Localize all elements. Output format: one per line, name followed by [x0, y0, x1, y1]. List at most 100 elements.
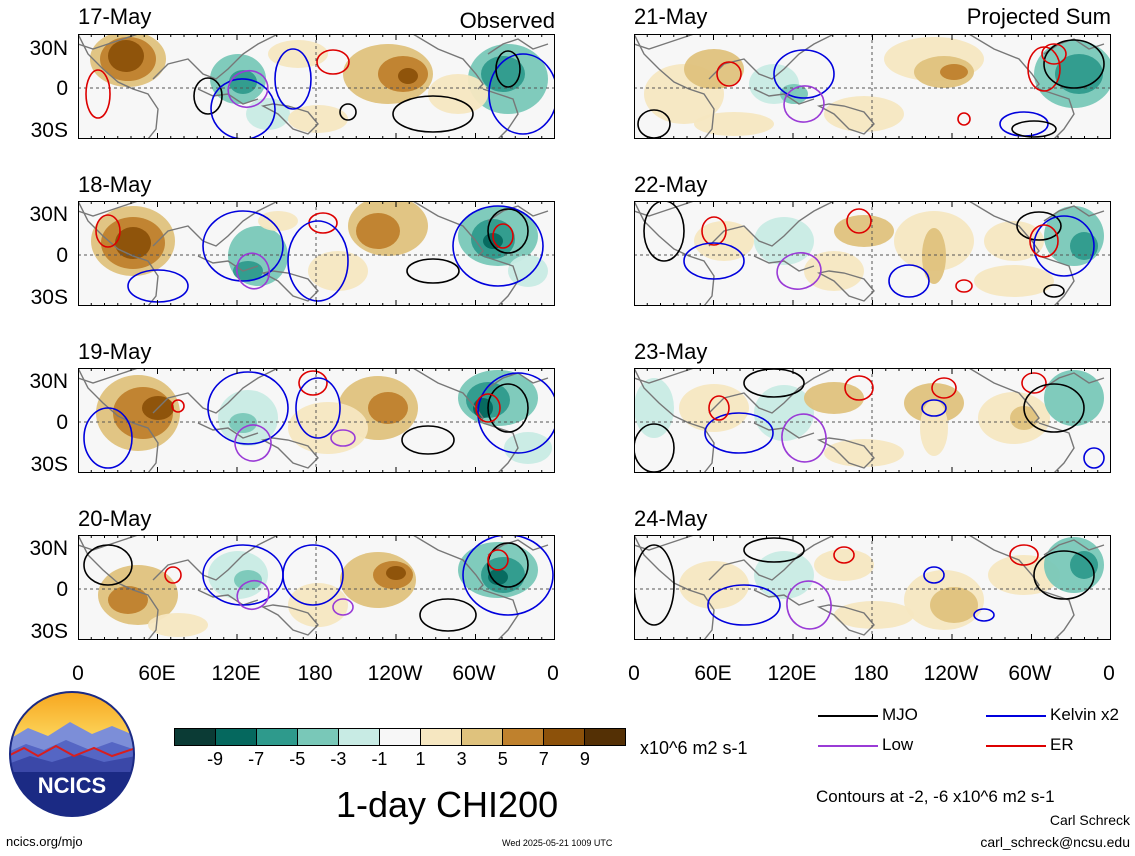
wave-contour — [401, 425, 455, 455]
legend-label-mjo: MJO — [882, 705, 918, 724]
anomaly-shading — [229, 413, 257, 433]
anomaly-shading — [834, 601, 914, 629]
coastline — [78, 201, 139, 217]
wave-contour — [716, 61, 742, 87]
anomaly-shading — [308, 251, 368, 291]
anomaly-shading — [679, 561, 749, 609]
wave-contour — [1016, 211, 1062, 241]
lat-label: 0 — [56, 244, 68, 267]
colorbar-tick-label: -9 — [207, 749, 224, 769]
anomaly-shading — [984, 221, 1044, 261]
wave-contour — [419, 598, 477, 632]
wave-contour — [921, 399, 947, 417]
anomaly-shading — [233, 261, 263, 281]
day-label: 22-May — [634, 172, 708, 197]
coastline — [708, 535, 835, 581]
coastline — [968, 34, 1040, 90]
coastline — [634, 201, 715, 306]
anomaly-shading — [488, 569, 508, 585]
wave-contour — [227, 69, 269, 109]
wave-contour — [923, 566, 945, 584]
lon-label: 0 — [72, 662, 84, 685]
coastline — [197, 255, 259, 272]
source-url: ncics.org/mjo — [6, 834, 83, 849]
wave-contour — [701, 216, 727, 246]
colorbar-swatch — [420, 729, 461, 745]
coastline — [78, 368, 159, 473]
observed-header: Observed — [459, 8, 555, 33]
anomaly-shading — [108, 586, 148, 614]
wave-contour — [332, 598, 354, 616]
wave-contour — [287, 220, 349, 302]
lon-label: 120E — [211, 662, 261, 685]
coastline — [634, 535, 715, 640]
day-label: 21-May — [634, 4, 708, 29]
anomaly-shading — [824, 439, 904, 467]
wave-contour — [1043, 284, 1065, 298]
anomaly-shading — [288, 105, 348, 133]
colorbar-swatch — [297, 729, 338, 745]
coastline — [78, 34, 139, 50]
coastline — [1038, 422, 1075, 473]
wave-contour — [83, 544, 133, 586]
legend-swatch-er — [986, 745, 1046, 747]
colorbar-swatch — [338, 729, 379, 745]
wave-contour — [488, 53, 555, 135]
anomaly-shading — [754, 551, 814, 599]
colorbar-swatch — [584, 729, 625, 745]
anomaly-shading — [268, 40, 328, 68]
colorbar-swatch — [461, 729, 502, 745]
lat-label: 30S — [30, 620, 68, 643]
coastline — [197, 589, 259, 606]
anomaly-shading — [234, 570, 262, 590]
wave-contour — [339, 103, 357, 121]
lon-label: 0 — [547, 662, 559, 685]
wave-contour — [462, 535, 554, 616]
map-panel-18-may — [78, 201, 555, 306]
lat-label: 30N — [29, 537, 68, 560]
coastline — [197, 422, 259, 439]
coastline — [753, 88, 815, 105]
map-panel-24-may — [634, 535, 1111, 640]
colorbar-swatch — [379, 729, 420, 745]
coastline — [152, 535, 279, 581]
lat-label: 0 — [56, 411, 68, 434]
wave-contour — [1023, 383, 1085, 433]
legend-swatch-kelvin — [986, 715, 1046, 717]
coastline — [78, 535, 159, 640]
coastline — [482, 255, 519, 306]
anomaly-shading — [780, 84, 808, 104]
wave-contour — [477, 372, 555, 454]
logo-text: NCICS — [38, 773, 106, 798]
colorbar-tick-label: 9 — [579, 749, 590, 769]
coastline — [1043, 38, 1105, 55]
wave-contour — [957, 112, 971, 126]
anomaly-shading — [988, 555, 1060, 595]
anomaly-shading — [229, 70, 257, 94]
wave-contour — [171, 399, 185, 413]
coastline — [78, 368, 139, 384]
wave-contour — [295, 377, 341, 439]
coastline — [708, 201, 835, 247]
wave-contour — [164, 566, 182, 584]
day-label: 18-May — [78, 172, 152, 197]
wave-contour — [487, 208, 529, 254]
wave-contour — [781, 413, 827, 463]
coastline — [78, 201, 159, 306]
wave-contour — [406, 258, 460, 284]
author-email: carl_schreck@ncsu.edu — [980, 834, 1130, 850]
legend-swatch-low — [818, 745, 878, 747]
coastline — [634, 368, 715, 473]
wave-contour — [495, 50, 521, 88]
wave-contour — [487, 549, 509, 571]
anomaly-shading — [814, 549, 874, 581]
colorbar-units: x10^6 m2 s-1 — [640, 738, 748, 758]
coastline — [1038, 88, 1075, 139]
colorbar-tick-label: 5 — [497, 749, 508, 769]
wave-contour — [235, 252, 271, 290]
lat-label: 0 — [56, 578, 68, 601]
anomaly-shading — [258, 211, 298, 231]
coastline — [1043, 205, 1105, 222]
anomaly-shading — [1070, 232, 1098, 260]
coastline — [260, 437, 319, 469]
